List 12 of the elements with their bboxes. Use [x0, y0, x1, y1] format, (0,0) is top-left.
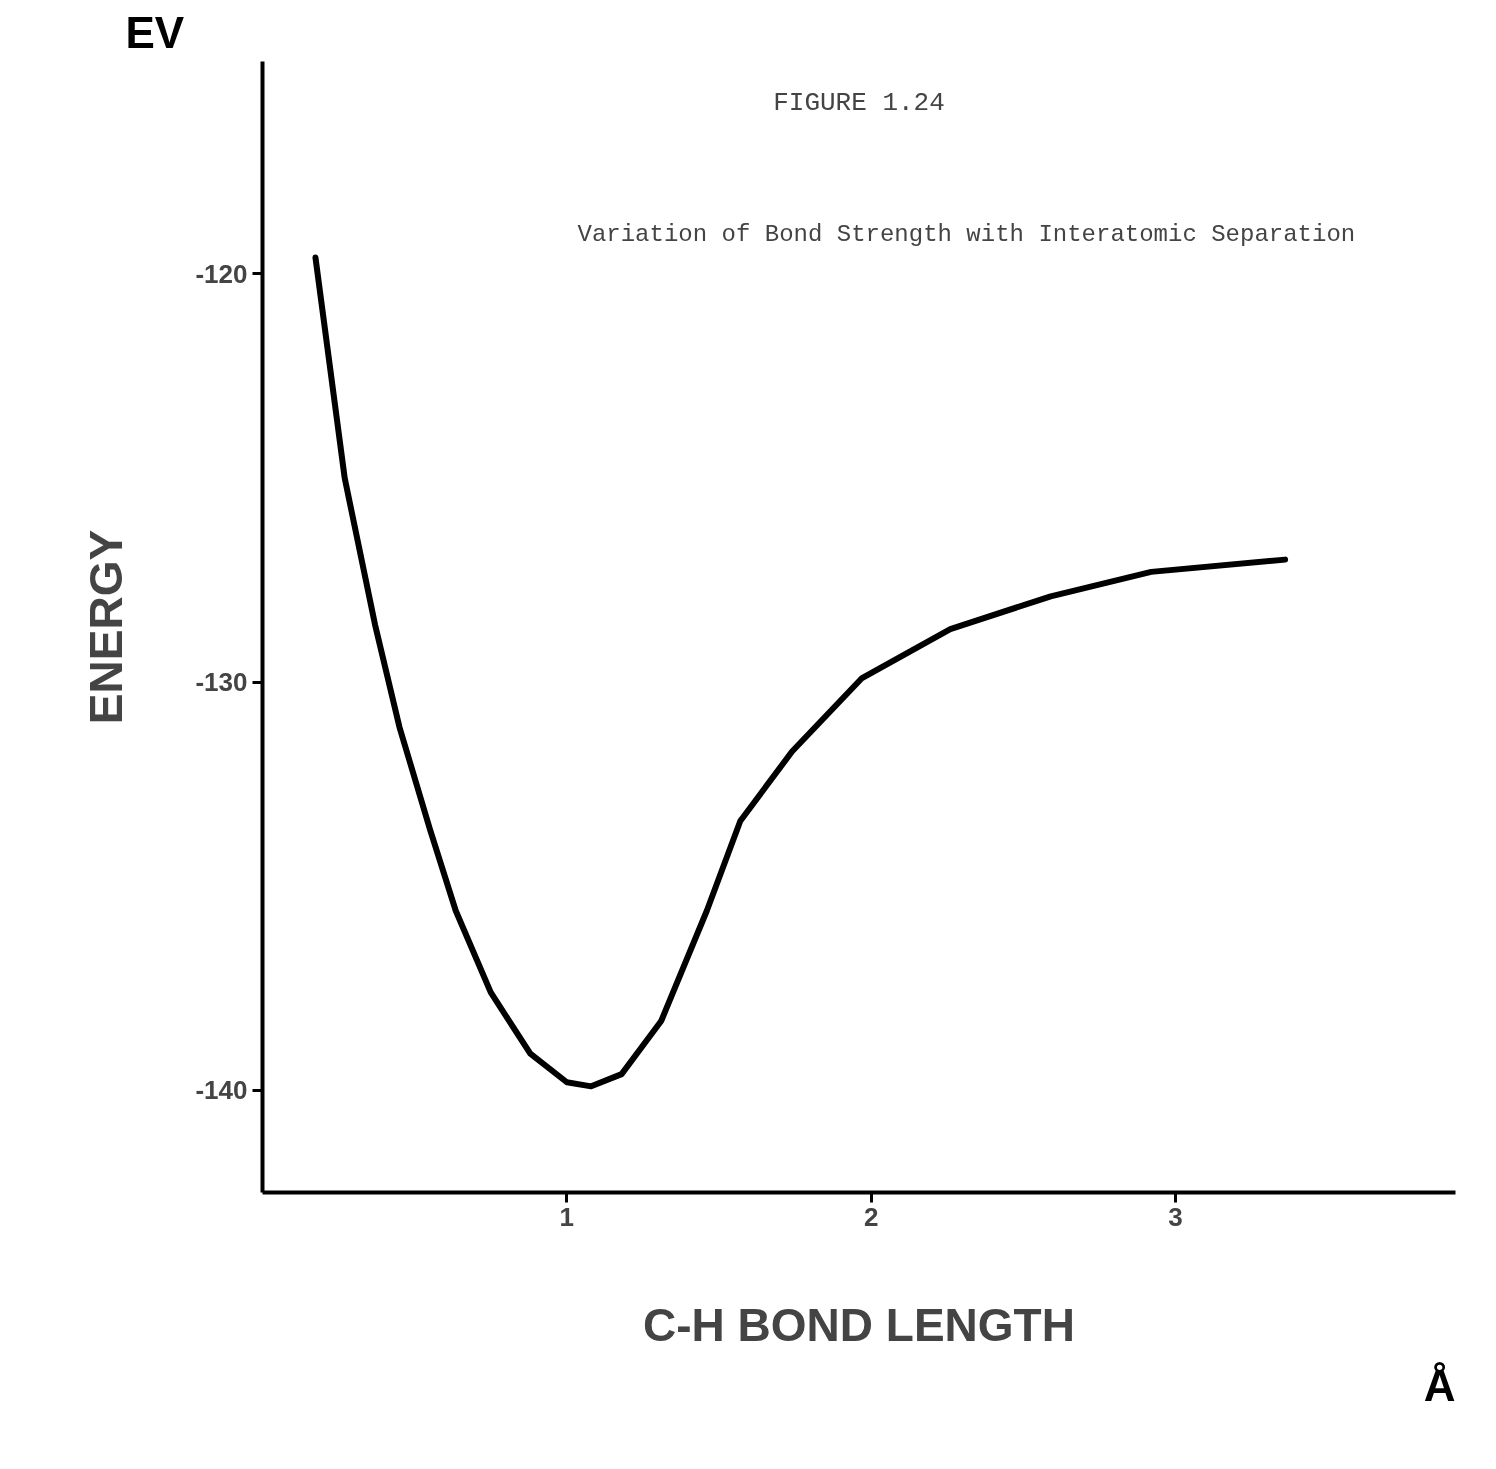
text: Å — [1423, 1360, 1456, 1410]
y-tick-label: -120 — [195, 258, 248, 289]
x-tick-label: 1 — [559, 1201, 575, 1232]
text: FIGURE 1.24 — [773, 88, 945, 119]
x-tick-label: 2 — [863, 1201, 879, 1232]
x-axis-title: C-H BOND LENGTH — [643, 1298, 1075, 1351]
text: Variation of Bond Strength with Interatomic Separation — [577, 221, 1356, 249]
text: EV — [125, 7, 185, 57]
y-tick-label: -130 — [195, 667, 248, 698]
y-tick-label: -140 — [195, 1075, 248, 1106]
x-tick-label: 3 — [1168, 1201, 1183, 1232]
y-axis-title: ENERGY — [80, 529, 133, 725]
